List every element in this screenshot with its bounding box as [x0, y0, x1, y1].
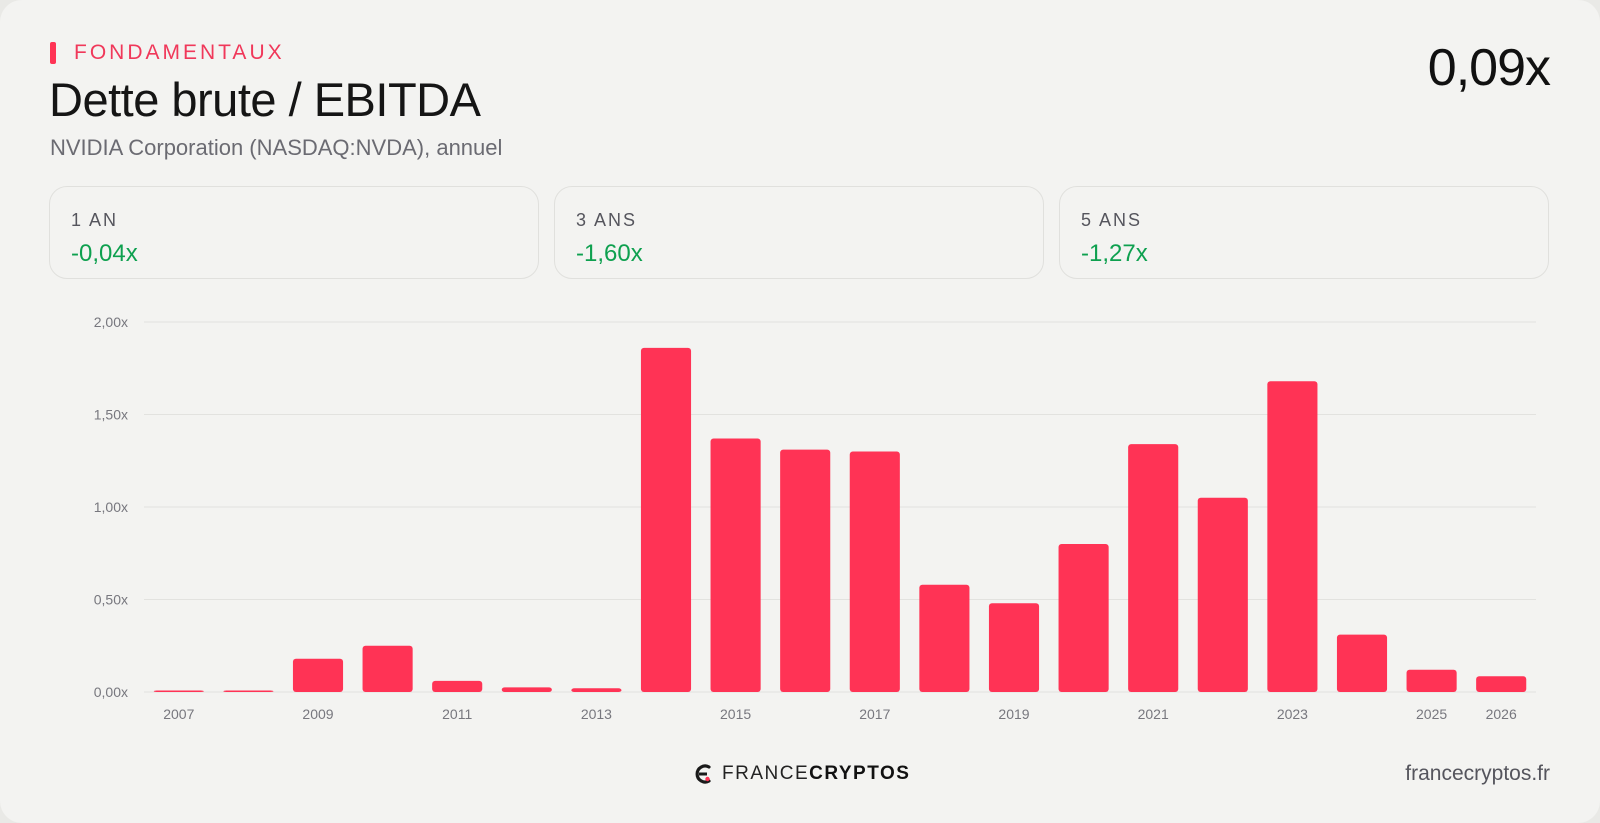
bar-2013[interactable]	[571, 688, 622, 692]
x-tick-label: 2009	[302, 706, 333, 722]
bar-2022[interactable]	[1197, 497, 1248, 692]
stat-card-5y: 5 ANS -1,27x	[1059, 186, 1549, 279]
eyebrow-label: FONDAMENTAUX	[74, 41, 285, 64]
x-tick-label: 2013	[581, 706, 612, 722]
y-tick-label: 1,50x	[94, 407, 128, 423]
stat-label: 1 AN	[71, 210, 119, 230]
x-tick-label: 2023	[1277, 706, 1308, 722]
source-domain-link[interactable]: francecryptos.fr	[1405, 762, 1550, 785]
bar-2020[interactable]	[1058, 544, 1109, 692]
brand-name-part1: FRANCE	[722, 763, 810, 784]
x-tick-label: 2017	[859, 706, 890, 722]
bar-2015[interactable]	[710, 438, 761, 692]
bar-2019[interactable]	[988, 603, 1040, 692]
bar-2016[interactable]	[780, 449, 831, 692]
bar-2011[interactable]	[432, 680, 483, 692]
bar-2025[interactable]	[1406, 669, 1457, 692]
stat-value: -1,27x	[1081, 240, 1148, 267]
y-tick-label: 2,00x	[94, 314, 128, 330]
x-tick-label: 2007	[163, 706, 194, 722]
brand-name-part2: CRYPTOS	[809, 763, 911, 784]
y-tick-label: 1,00x	[94, 499, 128, 515]
brand-logo[interactable]: FRANCE CRYPTOS	[692, 763, 910, 785]
bar-2026[interactable]	[1476, 676, 1527, 692]
bar-2024[interactable]	[1336, 634, 1388, 692]
headline-value: 0,09x	[1427, 39, 1551, 97]
eyebrow: FONDAMENTAUX	[50, 41, 285, 65]
stat-label: 3 ANS	[576, 210, 638, 230]
bar-2012[interactable]	[501, 687, 552, 692]
bar-2010[interactable]	[362, 645, 413, 692]
francecryptos-logo-icon	[695, 764, 711, 784]
bar-2017[interactable]	[849, 451, 900, 693]
x-tick-label: 2011	[442, 706, 472, 722]
x-tick-label: 2015	[720, 706, 751, 722]
y-tick-label: 0,00x	[94, 684, 128, 700]
bar-2018[interactable]	[919, 584, 970, 692]
eyebrow-accent-bar	[50, 42, 56, 64]
x-tick-label: 2026	[1486, 706, 1517, 722]
x-tick-label: 2019	[998, 706, 1029, 722]
y-tick-label: 0,50x	[94, 592, 128, 608]
bar-2014[interactable]	[640, 347, 692, 692]
bar-2021[interactable]	[1128, 444, 1179, 692]
bar-2008[interactable]	[223, 690, 274, 693]
stat-card-1y: 1 AN -0,04x	[49, 186, 539, 279]
bar-2009[interactable]	[292, 658, 344, 692]
bar-2023[interactable]	[1267, 381, 1318, 692]
bar-2007[interactable]	[153, 690, 204, 693]
stat-value: -1,60x	[576, 240, 643, 267]
stat-card-3y: 3 ANS -1,60x	[554, 186, 1044, 279]
chart-title: Dette brute / EBITDA	[49, 73, 481, 126]
x-tick-label: 2021	[1138, 706, 1169, 722]
stat-value: -0,04x	[71, 240, 138, 267]
chart-subtitle: NVIDIA Corporation (NASDAQ:NVDA), annuel	[50, 135, 503, 160]
stat-label: 5 ANS	[1081, 210, 1143, 230]
x-tick-label: 2025	[1416, 706, 1447, 722]
